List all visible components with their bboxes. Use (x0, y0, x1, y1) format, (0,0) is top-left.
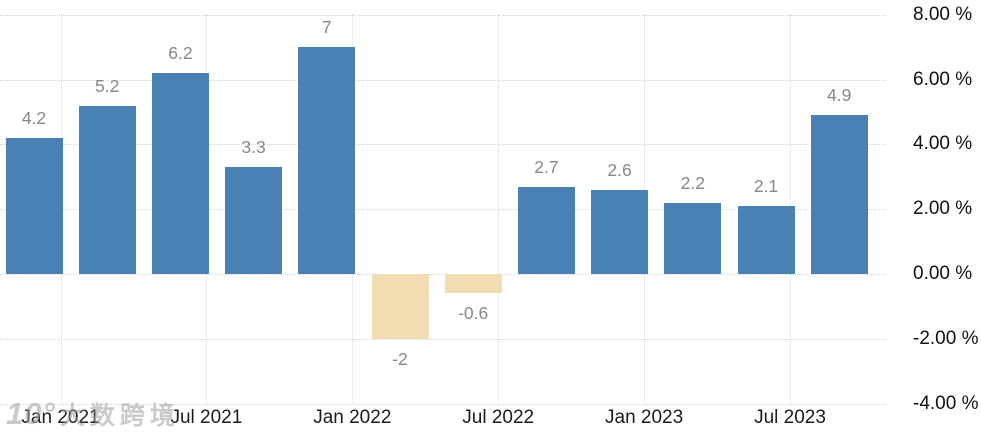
x-axis-tick-label: Jul 2022 (462, 407, 535, 428)
bar-value-label: 2.2 (680, 172, 705, 193)
bar-value-label: 7 (321, 17, 332, 38)
x-axis-tick-label: Jan 2023 (605, 407, 684, 428)
bar[interactable] (591, 189, 649, 274)
y-axis-tick-label: 2.00 % (913, 198, 973, 220)
bar-value-label: 6.2 (168, 43, 193, 64)
gridline-horizontal (0, 209, 886, 211)
x-axis-tick-label: Jul 2023 (754, 407, 826, 428)
bar[interactable] (517, 186, 575, 274)
bar[interactable] (371, 274, 429, 339)
bar[interactable] (444, 274, 502, 294)
gridline-vertical (498, 14, 500, 404)
x-axis-tick-label: Jul 2021 (170, 407, 243, 428)
bar-value-label: 2.6 (607, 159, 632, 180)
gridline-horizontal (0, 79, 886, 81)
y-axis-tick-label: -2.00 % (913, 327, 979, 349)
bar[interactable] (810, 115, 868, 274)
bar-value-label: 3.3 (241, 137, 266, 158)
y-axis-tick-label: 4.00 % (913, 133, 973, 155)
bar[interactable] (151, 73, 209, 274)
bar-value-label: 2.7 (534, 156, 559, 177)
bar-value-label: -2 (392, 348, 408, 369)
bar[interactable] (5, 137, 63, 274)
bar-value-label: 2.1 (753, 175, 779, 196)
bar-value-label: 4.9 (827, 85, 852, 106)
gridline-horizontal (0, 144, 886, 146)
bar-value-label: 5.2 (95, 75, 120, 96)
bar[interactable] (225, 167, 283, 274)
y-axis-tick-label: 8.00 % (913, 3, 973, 25)
x-axis-tick-label: Jan 2022 (313, 407, 392, 428)
gridline-horizontal (0, 338, 886, 340)
bar[interactable] (664, 202, 722, 274)
x-axis-tick-label: Jan 2021 (21, 407, 100, 428)
bar-value-label: -0.6 (458, 303, 489, 324)
bar-value-label: 4.2 (21, 107, 47, 128)
gridline-horizontal (0, 403, 886, 405)
y-axis-tick-label: -4.00 % (913, 392, 979, 414)
y-axis-tick-label: 0.00 % (913, 263, 973, 284)
bar[interactable] (78, 105, 136, 274)
gridline-horizontal (0, 274, 886, 275)
bar[interactable] (737, 205, 795, 274)
y-axis-tick-label: 6.00 % (913, 68, 973, 90)
bar[interactable] (298, 47, 356, 274)
gridline-horizontal (0, 14, 886, 16)
